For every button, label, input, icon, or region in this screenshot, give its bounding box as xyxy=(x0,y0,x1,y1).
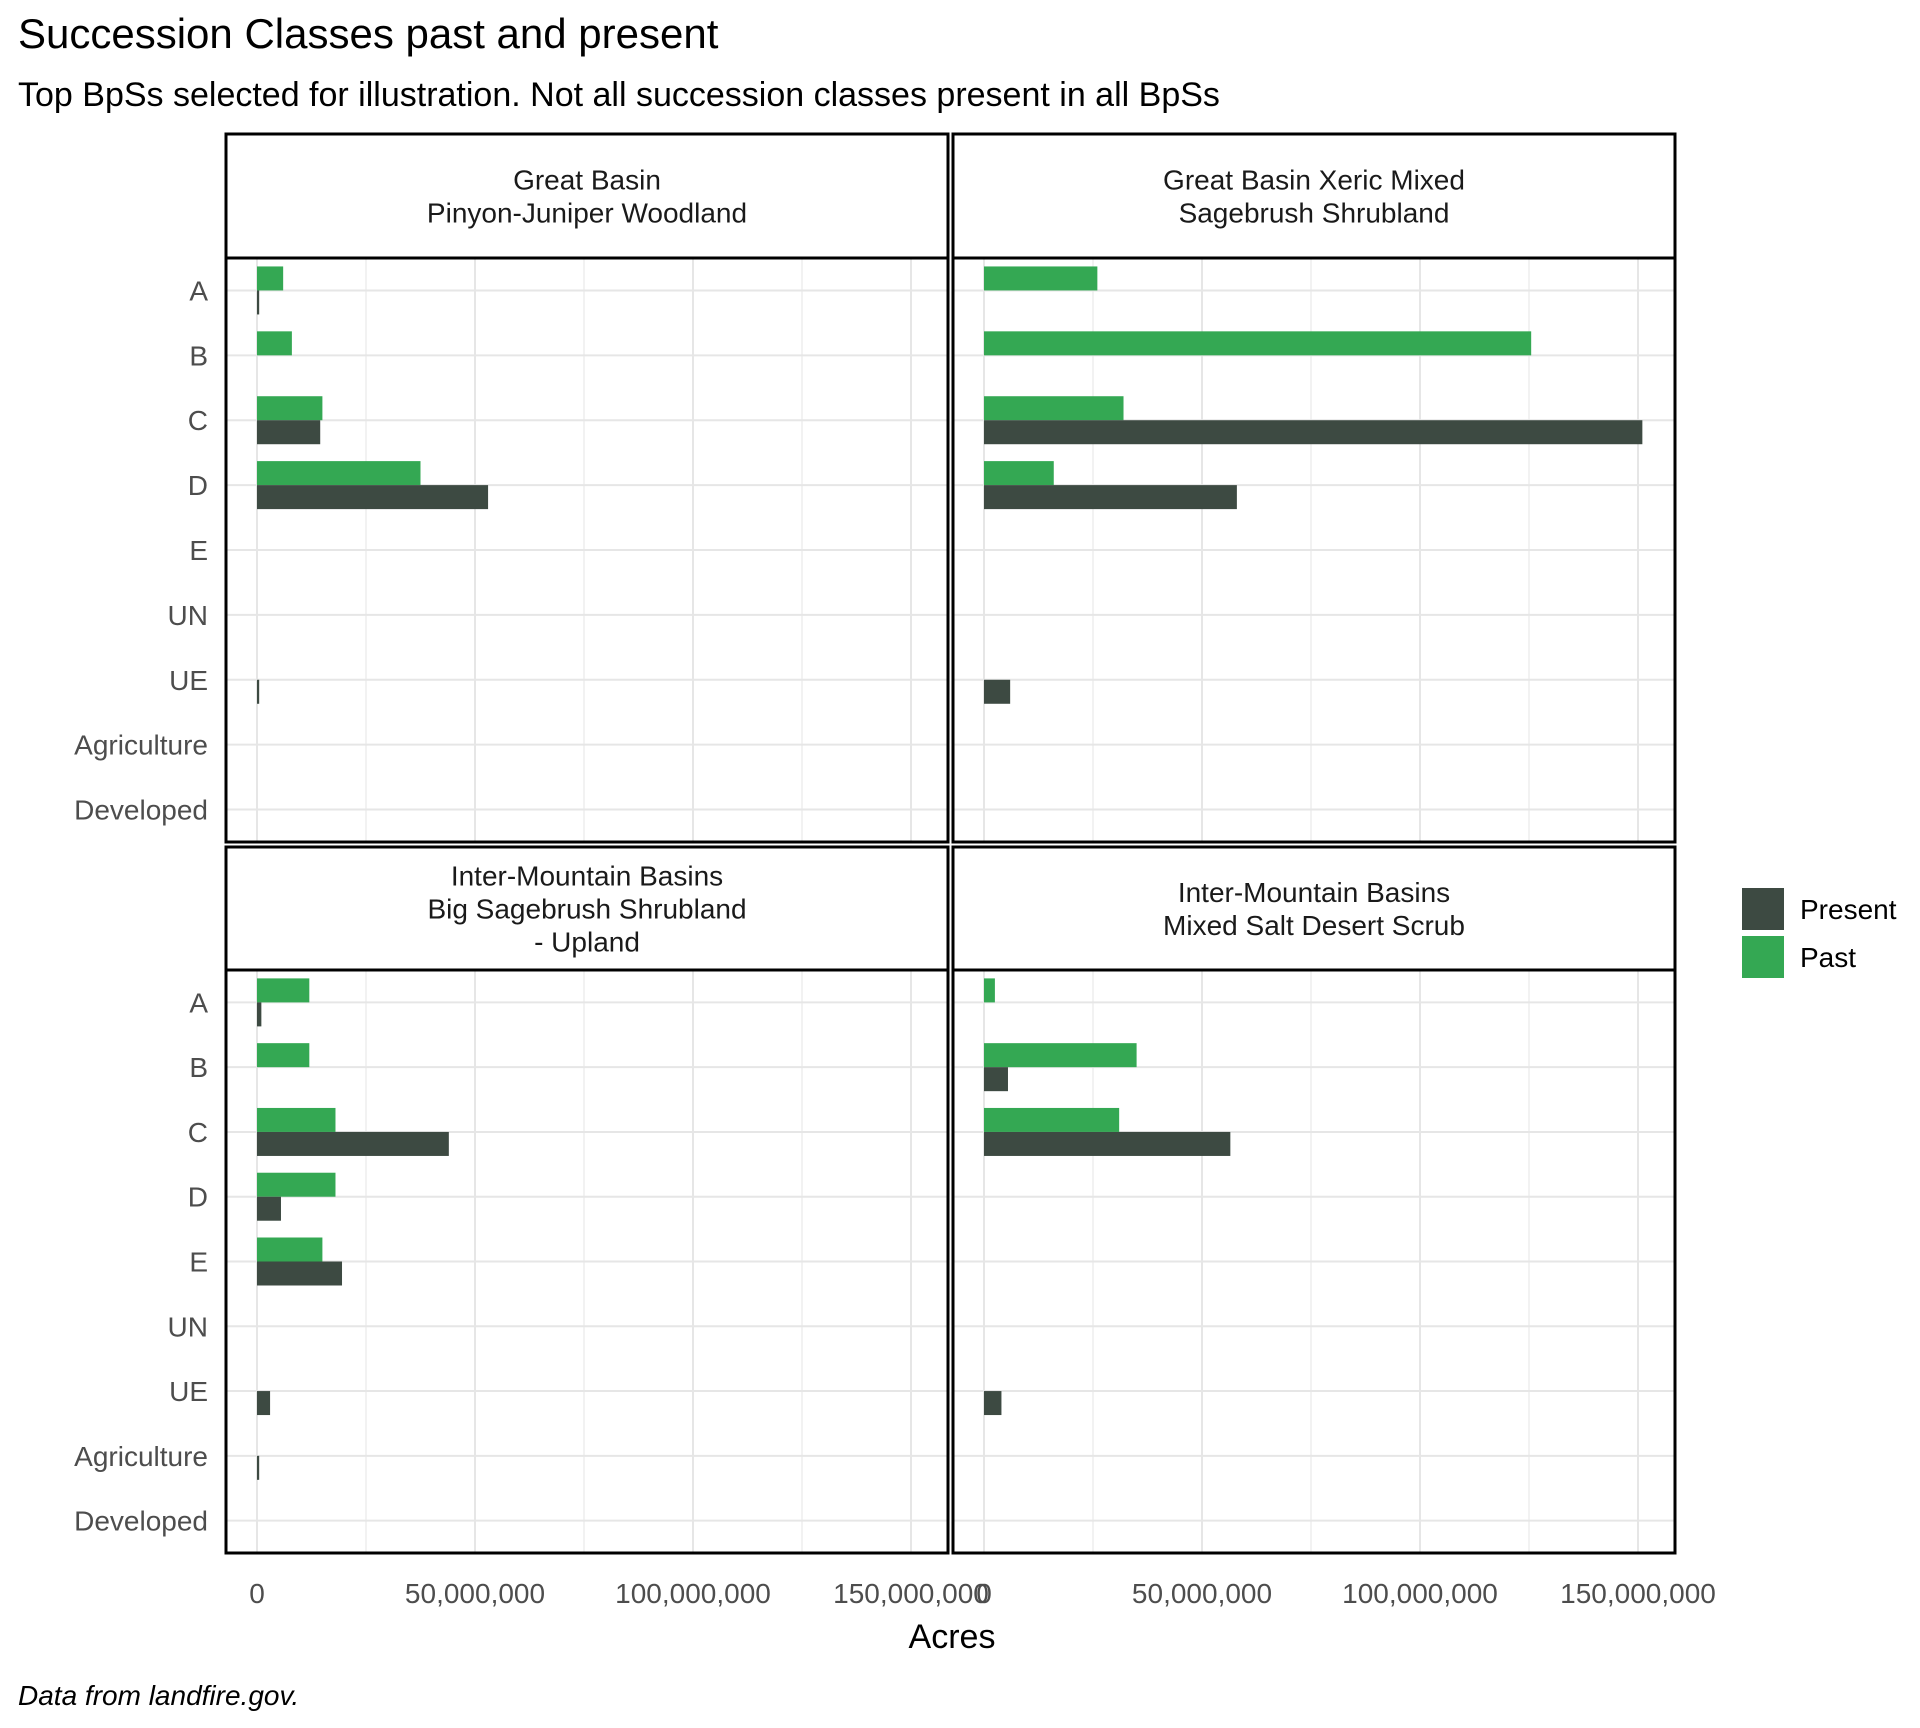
y-tick-label-agriculture: Agriculture xyxy=(74,1441,208,1472)
facet-1-bar-present-a xyxy=(257,290,260,315)
facet-3-bar-present-agriculture xyxy=(257,1455,260,1480)
facet-3-bar-present-a xyxy=(257,1002,262,1027)
facet-4-bar-present-b xyxy=(984,1067,1008,1092)
facet-4-strip xyxy=(951,845,1677,972)
facet-3-bar-past-e xyxy=(257,1237,323,1262)
y-tick-label-b: B xyxy=(189,340,208,371)
facet-2-bar-past-a xyxy=(984,266,1098,291)
x-tick-label: 100,000,000 xyxy=(615,1578,771,1609)
y-tick-label-a: A xyxy=(189,987,208,1018)
facet-1-bar-past-a xyxy=(257,266,284,291)
facet-3-bar-present-c xyxy=(257,1131,449,1156)
y-tick-label-un: UN xyxy=(168,1311,208,1342)
x-axis-title: Acres xyxy=(909,1618,996,1656)
y-tick-label-d: D xyxy=(188,470,208,501)
facet-4-bar-past-c xyxy=(984,1107,1120,1132)
facet-1-bar-present-c xyxy=(257,420,321,445)
facet-3-strip xyxy=(224,845,950,972)
facet-3-bar-past-d xyxy=(257,1172,336,1197)
facet-1-bar-past-c xyxy=(257,396,323,421)
x-tick-label: 0 xyxy=(976,1578,992,1609)
x-tick-label: 100,000,000 xyxy=(1342,1578,1498,1609)
facet-3-strip-label: Big Sagebrush Shrubland xyxy=(427,894,746,925)
facet-2-bar-past-d xyxy=(984,461,1054,486)
facet-2-bar-present-c xyxy=(984,420,1643,445)
facet-4-strip-label: Inter-Mountain Basins xyxy=(1178,877,1450,908)
facet-1-bar-past-b xyxy=(257,331,292,356)
y-tick-label-c: C xyxy=(188,1117,208,1148)
facet-1-bar-present-d xyxy=(257,485,489,510)
y-tick-label-ue: UE xyxy=(169,665,208,696)
x-tick-label: 150,000,000 xyxy=(1560,1578,1716,1609)
y-tick-label-a: A xyxy=(189,275,208,306)
facet-4-bar-past-b xyxy=(984,1043,1137,1068)
facet-2-bar-present-d xyxy=(984,485,1237,510)
y-tick-label-developed: Developed xyxy=(74,1506,208,1537)
facet-3-strip-label: - Upland xyxy=(534,927,640,958)
chart-title: Succession Classes past and present xyxy=(18,10,719,57)
x-tick-label: 50,000,000 xyxy=(1132,1578,1272,1609)
y-tick-label-developed: Developed xyxy=(74,795,208,826)
y-tick-label-agriculture: Agriculture xyxy=(74,730,208,761)
y-tick-label-d: D xyxy=(188,1182,208,1213)
facet-2-bar-past-b xyxy=(984,331,1532,356)
y-tick-label-c: C xyxy=(188,405,208,436)
y-tick-label-e: E xyxy=(189,1247,208,1278)
chart-caption: Data from landfire.gov. xyxy=(18,1680,300,1711)
y-tick-label-ue: UE xyxy=(169,1376,208,1407)
facet-1-strip-label: Great Basin xyxy=(513,165,661,196)
legend-label-past: Past xyxy=(1800,942,1856,973)
facet-4-strip-label: Mixed Salt Desert Scrub xyxy=(1163,910,1465,941)
legend-label-present: Present xyxy=(1800,894,1897,925)
x-tick-label: 50,000,000 xyxy=(405,1578,545,1609)
y-tick-label-un: UN xyxy=(168,600,208,631)
facet-1-strip-label: Pinyon-Juniper Woodland xyxy=(427,198,747,229)
facet-2-strip-label: Great Basin Xeric Mixed xyxy=(1163,165,1465,196)
x-tick-label: 150,000,000 xyxy=(833,1578,989,1609)
y-tick-label-e: E xyxy=(189,535,208,566)
facet-3-bar-present-e xyxy=(257,1261,343,1286)
facet-1-bar-present-ue xyxy=(257,679,260,704)
facet-4-bar-present-ue xyxy=(984,1391,1002,1416)
facet-3-bar-past-b xyxy=(257,1043,310,1068)
facet-4-bar-past-a xyxy=(984,978,995,1003)
facet-2-bar-past-c xyxy=(984,396,1124,421)
facet-4-bar-present-c xyxy=(984,1131,1231,1156)
facet-1-strip xyxy=(224,132,950,260)
facet-1-bar-past-d xyxy=(257,461,421,486)
chart-subtitle: Top BpSs selected for illustration. Not … xyxy=(18,76,1220,114)
facet-2-strip-label: Sagebrush Shrubland xyxy=(1179,198,1450,229)
facet-3-bar-present-ue xyxy=(257,1391,271,1416)
facet-2-strip xyxy=(951,132,1677,260)
legend-swatch-present xyxy=(1742,888,1784,930)
x-tick-label: 0 xyxy=(249,1578,265,1609)
facet-3-bar-past-c xyxy=(257,1107,336,1132)
facet-3-strip-label: Inter-Mountain Basins xyxy=(451,861,723,892)
facet-3-bar-present-d xyxy=(257,1196,281,1221)
y-tick-label-b: B xyxy=(189,1052,208,1083)
legend-swatch-past xyxy=(1742,936,1784,978)
facet-3-bar-past-a xyxy=(257,978,310,1003)
facet-2-bar-present-ue xyxy=(984,679,1011,704)
